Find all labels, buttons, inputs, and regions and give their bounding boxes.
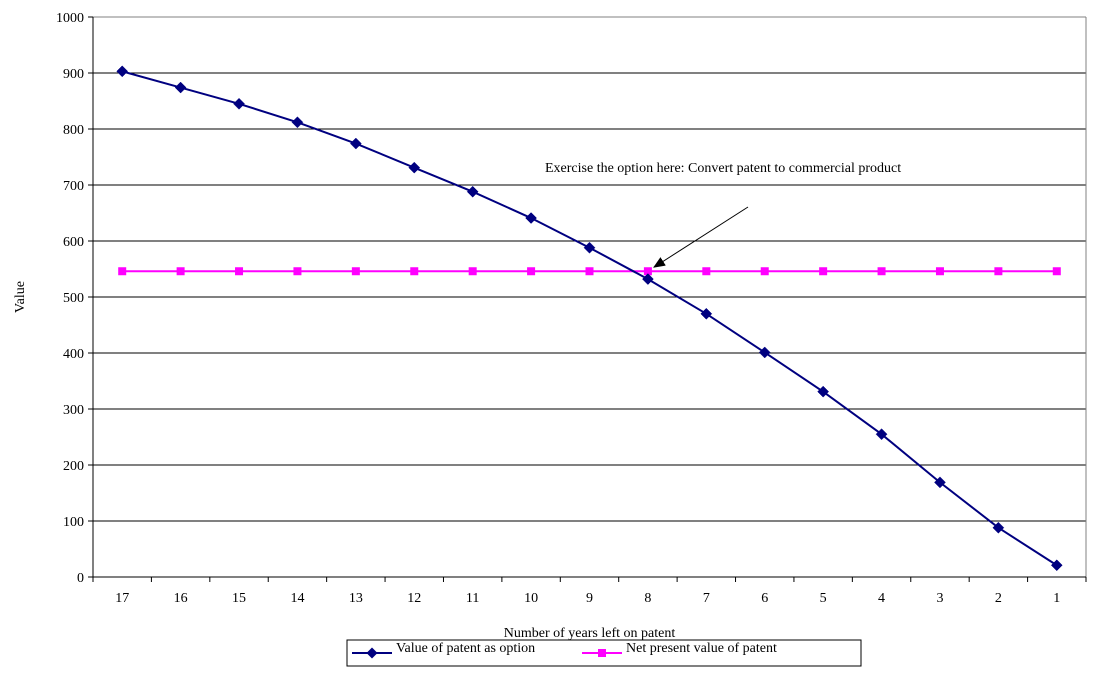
data-point <box>758 346 771 359</box>
y-axis-title: Value <box>13 281 28 313</box>
series-option-value <box>116 65 1063 572</box>
y-tick-label: 900 <box>63 67 84 82</box>
data-point <box>583 241 596 254</box>
data-point <box>642 273 654 285</box>
data-point <box>527 267 536 276</box>
data-point <box>817 385 830 398</box>
data-point <box>994 267 1003 276</box>
data-point <box>351 267 360 276</box>
x-tick-label: 15 <box>232 591 246 606</box>
x-tick-label: 1 <box>1053 591 1060 606</box>
y-tick-label: 700 <box>63 179 84 194</box>
annotation-arrow <box>653 206 749 268</box>
data-point <box>1052 267 1061 276</box>
x-tick-label: 3 <box>936 591 943 606</box>
legend-swatch-marker <box>598 649 606 657</box>
data-point <box>293 267 302 276</box>
x-tick-label: 16 <box>174 591 188 606</box>
data-point <box>408 161 421 174</box>
data-point <box>116 65 129 78</box>
x-axis-title: Number of years left on patent <box>504 626 676 641</box>
x-tick-label: 5 <box>820 591 827 606</box>
y-tick-label: 100 <box>63 515 84 530</box>
x-tick-label: 7 <box>703 591 710 606</box>
data-point <box>410 267 419 276</box>
data-point <box>233 97 245 110</box>
series <box>116 65 1063 572</box>
x-tick-label: 2 <box>995 591 1002 606</box>
series-line <box>121 70 1058 567</box>
data-point <box>1050 559 1063 572</box>
annotation-text: Exercise the option here: Convert patent… <box>545 161 901 176</box>
data-point <box>235 267 244 276</box>
x-tick-label: 6 <box>761 591 768 606</box>
x-tick-label: 9 <box>586 591 593 606</box>
y-tick-label: 300 <box>63 403 84 418</box>
data-point <box>466 185 479 198</box>
data-point <box>819 267 828 276</box>
legend-label: Value of patent as option <box>396 641 535 656</box>
x-tick-label: 10 <box>524 591 538 606</box>
data-point <box>700 307 713 320</box>
data-point <box>643 267 652 276</box>
data-point <box>760 267 769 276</box>
annotations: Exercise the option here: Convert patent… <box>545 161 901 268</box>
series-npv <box>118 267 1061 276</box>
data-point <box>935 267 944 276</box>
x-tick-label: 13 <box>349 591 363 606</box>
data-point <box>174 81 187 94</box>
data-point <box>702 267 711 276</box>
x-tick-label: 14 <box>290 591 304 606</box>
data-point <box>875 428 888 441</box>
x-tick-label: 11 <box>466 591 479 606</box>
y-tick-label: 500 <box>63 291 84 306</box>
data-point <box>468 267 477 276</box>
data-point <box>992 521 1005 534</box>
data-point <box>525 212 537 224</box>
y-tick-label: 400 <box>63 347 84 362</box>
data-point <box>585 267 594 276</box>
y-tick-label: 600 <box>63 235 84 250</box>
y-tick-label: 0 <box>77 571 84 586</box>
y-tick-label: 800 <box>63 123 84 138</box>
data-point <box>349 137 362 150</box>
data-point <box>877 267 886 276</box>
data-point <box>118 267 127 276</box>
x-tick-label: 4 <box>878 591 885 606</box>
x-tick-label: 12 <box>407 591 421 606</box>
y-tick-label: 200 <box>63 459 84 474</box>
data-point <box>934 476 946 489</box>
legend-swatch-marker <box>366 647 378 659</box>
data-point <box>176 267 185 276</box>
legend: Value of patent as option Net present val… <box>346 639 862 667</box>
x-tick-label: 8 <box>644 591 651 606</box>
y-tick-label: 1000 <box>56 11 84 26</box>
x-tick-label: 17 <box>115 591 129 606</box>
data-point <box>291 116 304 129</box>
legend-label: Net present value of patent <box>626 641 777 656</box>
